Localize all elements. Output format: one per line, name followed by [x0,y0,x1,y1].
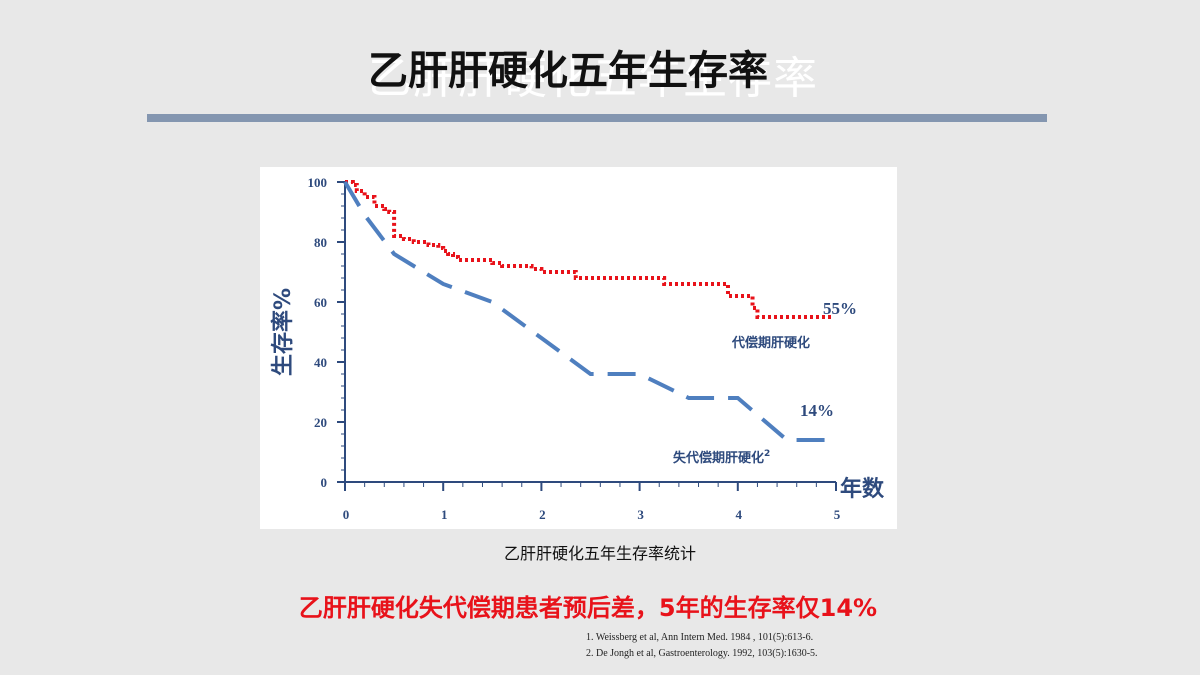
reference-superscript: 2 [764,449,770,459]
x-tick-label: 3 [637,507,644,522]
y-tick-label: 60 [314,295,327,310]
x-axis-title: 年数 [840,476,885,502]
reference-1: 1. Weissberg et al, Ann Intern Med. 1984… [586,632,814,643]
reference-2: 2. De Jongh et al, Gastroenterology. 199… [586,648,818,659]
compensated-survival-line [345,180,832,319]
decompensated-series-label: 失代偿期肝硬化2 [673,449,770,466]
labels-layer: 55% 代偿期肝硬化 14% 失代偿期肝硬化2 [673,299,857,466]
compensated-end-label: 55% [823,299,857,318]
survival-chart: 0 20 40 60 80 100 0 1 2 3 4 5 年数 生存率% 55% 代偿期肝硬化 14% 失代偿… [270,175,885,522]
x-tick-label: 0 [343,507,350,522]
decompensated-survival-line [343,180,832,442]
x-tick-label: 5 [834,507,841,522]
conclusion-text: 乙肝肝硬化失代偿期患者预后差，5年的生存率仅14% [298,594,878,622]
references: 1. Weissberg et al, Ann Intern Med. 1984… [586,630,818,662]
y-tick-label: 80 [314,235,327,250]
y-axis-title: 生存率% [270,288,296,376]
y-tick-label: 0 [321,475,328,490]
title-area: 乙肝肝硬化五年生存率 乙肝肝硬化五年生存率 [0,38,1200,108]
compensated-series-label: 代偿期肝硬化 [731,335,810,351]
title-divider [147,114,1047,122]
title-shadow-text: 乙肝肝硬化五年生存率 [368,53,818,104]
axes: 0 20 40 60 80 100 0 1 2 3 4 5 年数 生存率% [270,175,885,522]
y-tick-label: 40 [314,355,327,370]
x-tick-label: 4 [736,507,743,522]
y-tick-label: 20 [314,415,327,430]
decompensated-end-label: 14% [800,401,834,420]
x-tick-label: 2 [539,507,546,522]
chart-panel: 0 20 40 60 80 100 0 1 2 3 4 5 年数 生存率% 55% 代偿期肝硬化 14% 失代偿… [260,167,897,529]
y-tick-label: 100 [308,175,328,190]
chart-caption: 乙肝肝硬化五年生存率统计 [503,544,696,563]
slide-title: 乙肝肝硬化五年生存率 [368,48,768,94]
series-layer [343,180,832,442]
x-tick-label: 1 [441,507,448,522]
